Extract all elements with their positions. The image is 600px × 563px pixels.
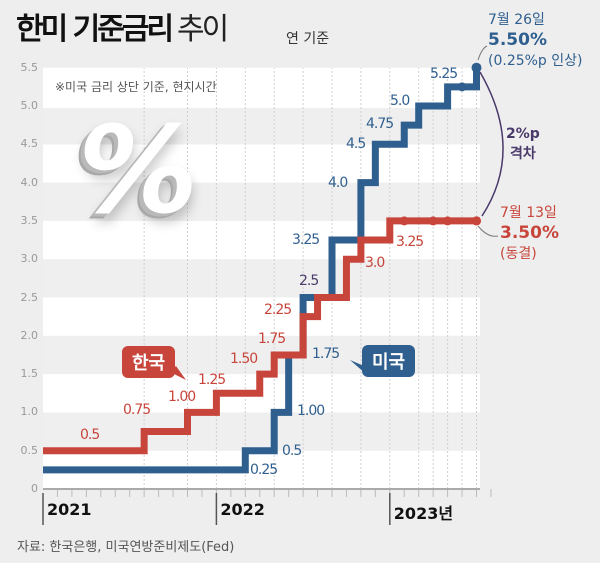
- korea-value-label: 3.0: [365, 255, 385, 271]
- percent-icon: %: [78, 102, 199, 241]
- korea-value-label: 1.00: [168, 389, 196, 405]
- korea-value-label: 0.5: [80, 427, 100, 443]
- y-tick-label: 5.5: [20, 60, 39, 74]
- note: ※미국 금리 상단 기준, 현지시간: [55, 80, 217, 94]
- us-value-label: 1.00: [297, 403, 325, 419]
- korea-leader: [477, 225, 499, 237]
- us-annotation: 7월 26일 5.50% (0.25%p 인상): [488, 10, 583, 71]
- us-rate: 5.50%: [488, 30, 547, 50]
- y-tick-label: 3.0: [20, 252, 39, 266]
- korea-end-dot: [472, 216, 481, 226]
- x-tick-label: 2022: [220, 500, 265, 519]
- us-value-label: 5.25: [430, 66, 458, 82]
- us-date: 7월 26일: [488, 12, 545, 28]
- y-tick-label: 0: [31, 482, 38, 495]
- y-tick-label: 2.5: [20, 290, 39, 304]
- us-end-dot: [471, 62, 482, 73]
- y-tick-label: 5.0: [20, 99, 39, 112]
- korea-value-label: 1.75: [258, 331, 286, 347]
- gap-label: 격차: [510, 146, 536, 162]
- us-change: (0.25%p 인상): [488, 53, 583, 69]
- unit-label: 연 기준: [286, 31, 330, 47]
- korea-value-label: 2.25: [264, 302, 292, 318]
- korea-value-label: 1.50: [230, 351, 258, 367]
- gap-value: 2%p: [506, 126, 540, 142]
- grid-band: [43, 220, 480, 260]
- korea-annotation: 7월 13일 3.50% (동결): [500, 203, 559, 264]
- y-tick-label: 4.5: [20, 137, 39, 151]
- y-tick-label: 1.0: [20, 405, 39, 419]
- us-hold-dot: [457, 82, 467, 92]
- korea-rate-line: [43, 217, 480, 455]
- page-title: 한미 기준금리 추이: [16, 12, 229, 48]
- note-box: [43, 68, 480, 108]
- us-leader: [477, 45, 488, 61]
- kr-rate: 3.50%: [500, 223, 559, 243]
- source: 자료: 한국은행, 미국연방준비제도(Fed): [17, 540, 235, 555]
- grid-band: [43, 144, 480, 183]
- title-light: 추이: [177, 12, 229, 47]
- x-tick-label: 2023년: [393, 504, 454, 523]
- us-value-label: 4.0: [328, 175, 348, 191]
- title-bold: 한미 기준금리: [16, 12, 174, 47]
- us-value-label: 0.25: [250, 462, 278, 478]
- korea-hold-dot: [399, 216, 409, 226]
- y-tick-label: 4.0: [20, 175, 39, 189]
- y-tick-label: 0.5: [20, 443, 39, 457]
- kr-change: (동결): [500, 246, 537, 262]
- grid-band: [43, 297, 480, 336]
- korea-hold-dot: [428, 216, 438, 226]
- legend-us: 미국: [362, 345, 416, 377]
- us-rate-line: [43, 64, 480, 474]
- y-tick-label: 2.0: [20, 328, 39, 342]
- korea-value-label: 0.75: [123, 402, 151, 418]
- us-value-label: 3.25: [292, 232, 320, 248]
- us-value-label: 0.5: [282, 443, 302, 459]
- grid-band: [43, 412, 480, 451]
- y-tick-label: 3.5: [20, 213, 39, 227]
- grid-band: [43, 259, 480, 298]
- x-tick-label: 2021: [47, 500, 92, 519]
- us-value-label: 5.0: [390, 93, 410, 109]
- us-value-label: 4.75: [366, 116, 394, 132]
- gap-arc: [479, 71, 504, 217]
- us-value-label: 1.75: [312, 346, 340, 362]
- gap-annotation: 2%p 격차: [506, 124, 540, 164]
- korea-hold-dot: [443, 216, 453, 226]
- korea-value-label: 1.25: [198, 372, 226, 388]
- kr-date: 7월 13일: [500, 205, 557, 221]
- legend-korea: 한국: [122, 346, 176, 378]
- korea-value-label: 3.25: [396, 234, 424, 250]
- y-tick-label: 1.5: [20, 367, 39, 381]
- us-value-label: 4.5: [346, 136, 366, 152]
- us-value-label: 2.5: [299, 273, 319, 289]
- grid-band: [43, 182, 480, 221]
